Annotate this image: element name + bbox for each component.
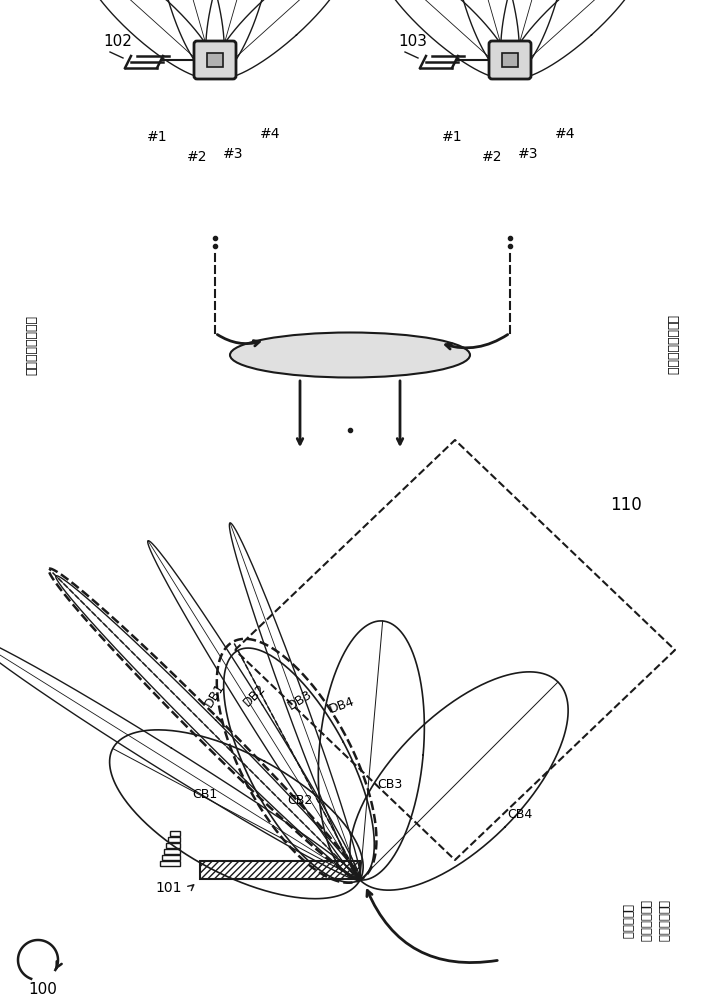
- Text: DB4: DB4: [327, 694, 357, 716]
- FancyBboxPatch shape: [207, 53, 223, 67]
- Bar: [162, 855, 180, 860]
- Bar: [168, 837, 180, 842]
- Bar: [170, 831, 180, 836]
- Text: DB2: DB2: [241, 681, 268, 709]
- Text: 100: 100: [29, 982, 57, 998]
- Text: 宽带中的数据信号: 宽带中的数据信号: [665, 315, 679, 375]
- Text: DB1: DB1: [203, 680, 227, 710]
- Text: 综合波束成形
用于波束管理
和数据传输: 综合波束成形 用于波束管理 和数据传输: [620, 900, 669, 942]
- FancyBboxPatch shape: [489, 41, 531, 79]
- Text: CB4: CB4: [508, 808, 533, 822]
- Text: #3: #3: [518, 147, 538, 161]
- Ellipse shape: [230, 332, 470, 377]
- Text: 101: 101: [155, 881, 182, 895]
- Text: CB3: CB3: [377, 778, 402, 792]
- Text: #4: #4: [554, 127, 576, 141]
- Text: 103: 103: [398, 34, 427, 49]
- Bar: [160, 861, 180, 866]
- Text: 窄带中的训练信号: 窄带中的训练信号: [25, 315, 39, 375]
- Text: #4: #4: [260, 127, 280, 141]
- Text: 102: 102: [103, 34, 132, 49]
- Text: CB1: CB1: [192, 788, 217, 802]
- Bar: [164, 849, 180, 854]
- Bar: [200, 861, 360, 879]
- Text: DB3: DB3: [285, 688, 315, 712]
- Text: CB2: CB2: [287, 794, 313, 806]
- Bar: [166, 843, 180, 848]
- FancyBboxPatch shape: [194, 41, 236, 79]
- FancyBboxPatch shape: [502, 53, 518, 67]
- Text: #1: #1: [442, 130, 463, 144]
- Text: #2: #2: [482, 150, 502, 164]
- Text: #2: #2: [186, 150, 207, 164]
- Text: 110: 110: [610, 496, 641, 514]
- Text: #3: #3: [223, 147, 243, 161]
- Text: #1: #1: [147, 130, 168, 144]
